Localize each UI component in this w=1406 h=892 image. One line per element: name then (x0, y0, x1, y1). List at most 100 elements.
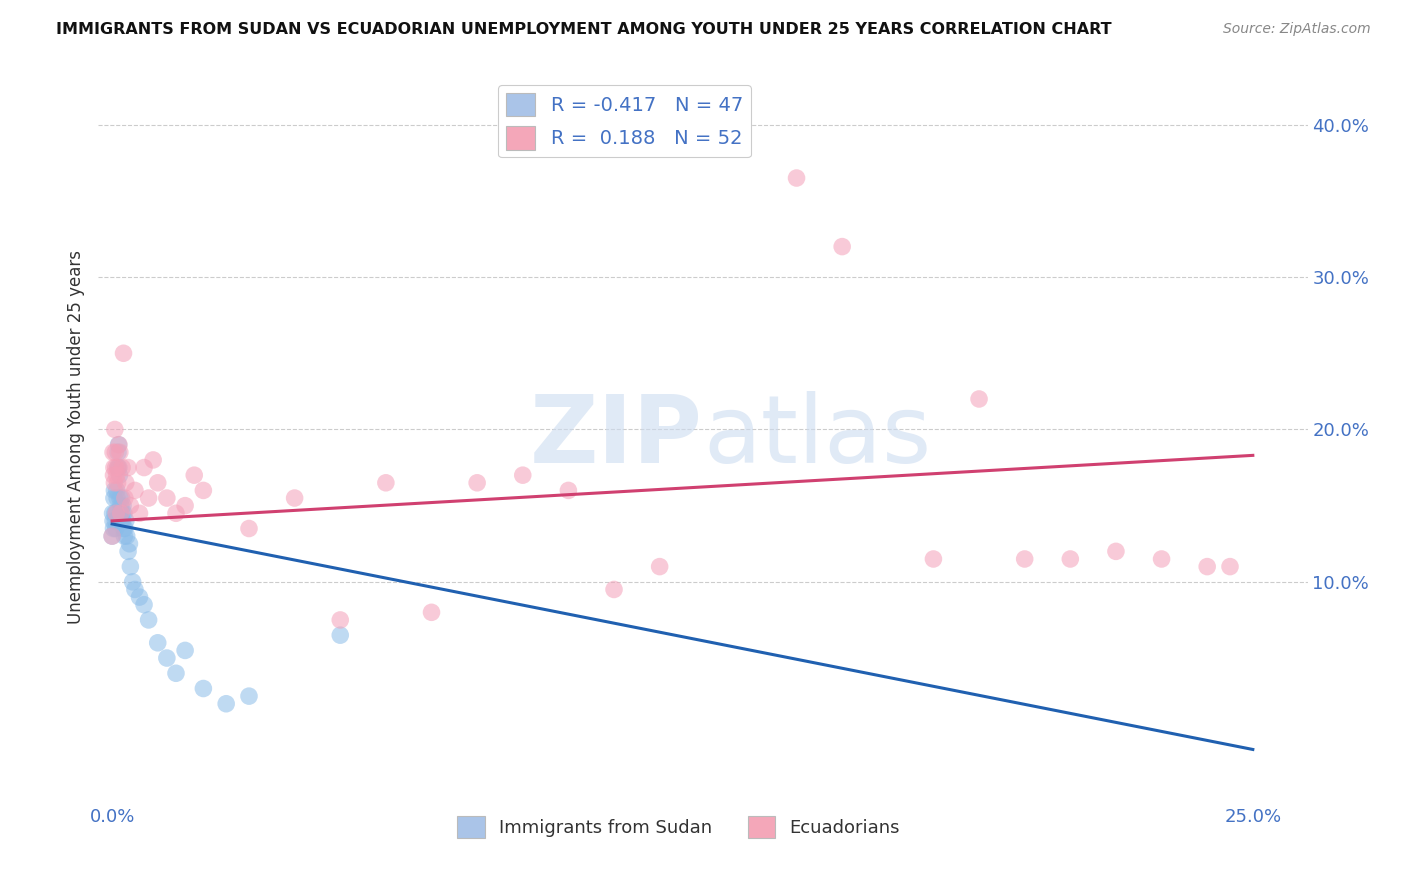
Point (103, 475, 125, 490)
Point (111, 506, 134, 520)
Point (420, 605, 443, 619)
Point (114, 521, 136, 535)
Point (110, 499, 132, 513)
Point (108, 460, 131, 475)
Point (101, 529, 124, 543)
Point (238, 521, 260, 535)
Point (156, 491, 179, 505)
Point (1219, 559, 1241, 574)
Point (105, 468, 128, 483)
Point (114, 491, 136, 505)
Text: IMMIGRANTS FROM SUDAN VS ECUADORIAN UNEMPLOYMENT AMONG YOUTH UNDER 25 YEARS CORR: IMMIGRANTS FROM SUDAN VS ECUADORIAN UNEM… (56, 22, 1112, 37)
Point (103, 460, 125, 475)
Point (374, 475, 396, 490)
Point (108, 468, 131, 483)
Point (174, 643, 197, 657)
Point (128, 506, 150, 520)
Point (193, 681, 215, 696)
Point (103, 483, 125, 498)
Point (146, 636, 169, 650)
Point (922, 552, 945, 566)
Point (107, 475, 129, 490)
Point (112, 506, 135, 520)
Point (104, 445, 127, 459)
Point (112, 346, 135, 360)
Point (110, 506, 132, 520)
Point (120, 559, 142, 574)
Point (105, 483, 128, 498)
Point (115, 529, 138, 543)
Point (101, 445, 124, 459)
Point (105, 506, 128, 520)
Point (786, 171, 808, 186)
Point (146, 475, 169, 490)
Point (108, 491, 131, 505)
Point (111, 491, 134, 505)
Point (117, 544, 139, 558)
Point (156, 651, 179, 665)
Point (465, 475, 488, 490)
Point (967, 392, 990, 406)
Point (103, 468, 125, 483)
Point (174, 499, 197, 513)
Point (101, 529, 124, 543)
Point (138, 491, 160, 505)
Point (114, 475, 136, 490)
Point (1197, 559, 1219, 574)
Point (165, 506, 187, 520)
Text: atlas: atlas (703, 391, 931, 483)
Point (138, 613, 160, 627)
Point (111, 460, 134, 475)
Point (104, 521, 127, 535)
Point (238, 689, 260, 703)
Point (124, 483, 146, 498)
Point (124, 582, 146, 597)
Point (114, 514, 136, 528)
Point (112, 521, 135, 535)
Point (104, 460, 127, 475)
Y-axis label: Unemployment Among Youth under 25 years: Unemployment Among Youth under 25 years (66, 250, 84, 624)
Point (128, 590, 150, 604)
Point (110, 506, 132, 520)
Point (104, 506, 127, 520)
Point (108, 438, 131, 452)
Point (101, 506, 124, 520)
Point (107, 460, 129, 475)
Point (165, 666, 187, 681)
Point (111, 514, 134, 528)
Point (117, 460, 139, 475)
Point (107, 438, 129, 452)
Point (284, 491, 307, 505)
Point (112, 529, 135, 543)
Point (104, 514, 127, 528)
Text: Source: ZipAtlas.com: Source: ZipAtlas.com (1223, 22, 1371, 37)
Legend: Immigrants from Sudan, Ecuadorians: Immigrants from Sudan, Ecuadorians (450, 808, 907, 845)
Point (104, 422, 127, 436)
Point (132, 598, 155, 612)
Point (215, 697, 238, 711)
Point (193, 483, 215, 498)
Point (132, 460, 155, 475)
Point (183, 468, 205, 483)
Point (1014, 552, 1036, 566)
Point (101, 514, 124, 528)
Point (118, 537, 141, 551)
Point (512, 468, 534, 483)
Point (329, 628, 352, 642)
Point (831, 239, 853, 253)
Point (1059, 552, 1081, 566)
Point (112, 499, 135, 513)
Point (1105, 544, 1128, 558)
Point (121, 574, 143, 589)
Point (142, 453, 165, 467)
Point (105, 506, 128, 520)
Point (603, 582, 626, 597)
Point (648, 559, 671, 574)
Point (120, 499, 142, 513)
Point (110, 514, 132, 528)
Text: ZIP: ZIP (530, 391, 703, 483)
Point (103, 491, 125, 505)
Point (1150, 552, 1173, 566)
Point (107, 445, 129, 459)
Point (557, 483, 579, 498)
